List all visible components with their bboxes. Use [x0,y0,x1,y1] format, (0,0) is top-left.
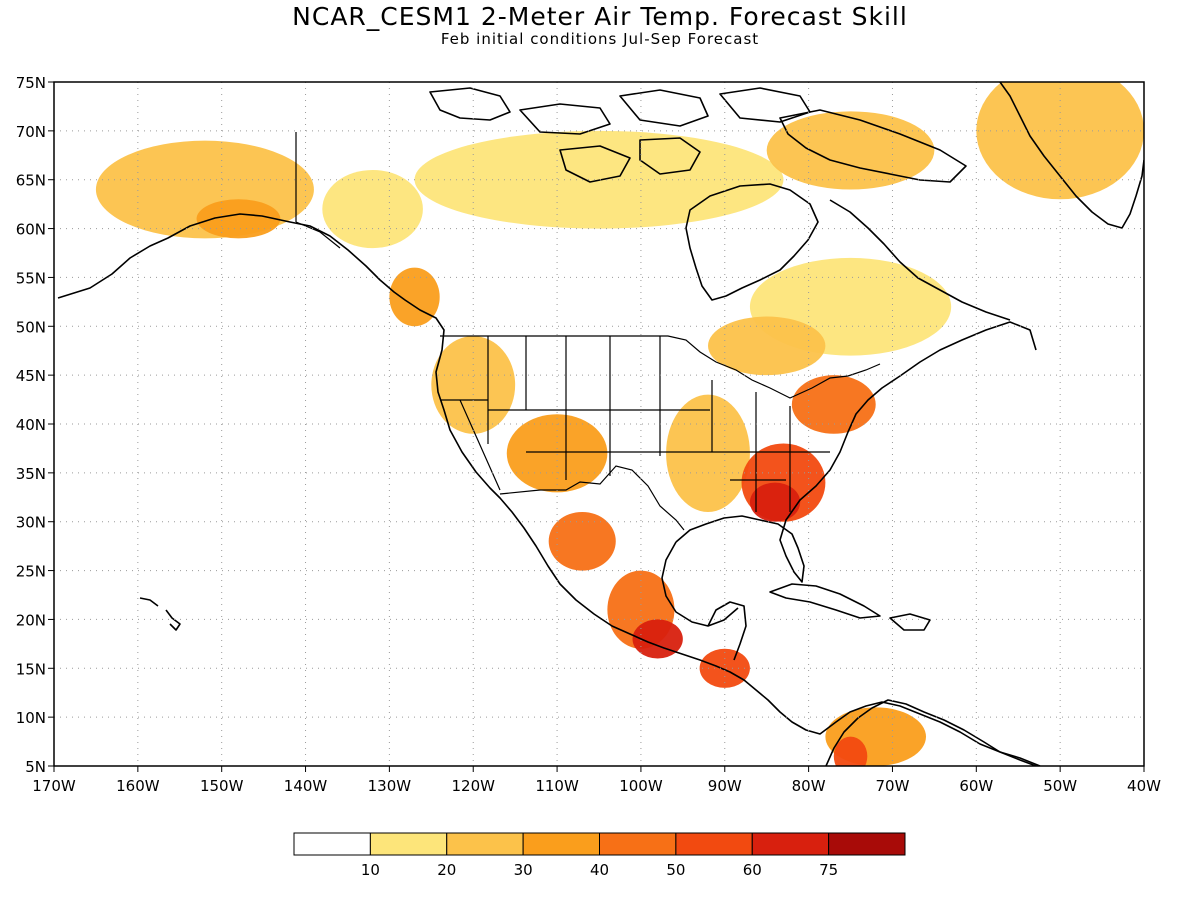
coastline-yucatan [707,601,747,661]
legend-label: 60 [743,861,762,879]
coastline-labrador [829,199,1011,321]
skill-region-yukon [322,169,423,249]
lon-label: 50W [1043,777,1077,795]
lon-label: 60W [959,777,993,795]
lat-lon-grid [54,82,1144,766]
lat-label: 75N [16,74,46,92]
legend-label: 30 [514,861,533,879]
lat-label: 10N [16,709,46,727]
color-legend: 10 20 30 40 50 60 75 [293,832,906,879]
lon-label: 140W [284,777,328,795]
skill-region-bc-coast [389,267,440,327]
lat-label: 20N [16,611,46,629]
border-alaska-canada [295,132,341,249]
lat-label: 50N [16,318,46,336]
legend-swatch [293,832,371,856]
legend-swatch [828,832,906,856]
skill-region-mexico-north [548,511,616,571]
skill-region-us-northeast [791,375,876,434]
border-us-canada [440,335,881,399]
legend-label: 75 [819,861,838,879]
axis-ticks [48,81,1145,772]
map-subtitle: Feb initial conditions Jul-Sep Forecast [440,30,760,48]
lon-label: 160W [116,777,160,795]
skill-region-us-southwest [506,414,608,493]
coastline-baffin [779,109,967,183]
lon-label: 100W [619,777,663,795]
skill-region-central-america [699,648,750,688]
coastline-cuba [769,583,881,619]
skill-region-us-west [431,336,516,434]
legend-label: 40 [590,861,609,879]
lat-label: 55N [16,269,46,287]
legend-label: 10 [361,861,380,879]
coastline-greenland [999,82,1144,229]
lat-label: 15N [16,660,46,678]
skill-region-us-mississippi [666,394,750,512]
skill-shading-layer [95,82,1144,766]
lon-label: 150W [200,777,244,795]
legend-swatch [522,832,600,856]
lat-label: 65N [16,172,46,190]
lon-label: 130W [368,777,412,795]
skill-region-colombia [833,736,868,766]
lon-label: 80W [792,777,826,795]
legend-swatch [599,832,677,856]
lat-label: 5N [25,758,46,776]
skill-region-ontario [708,316,826,376]
lon-label: 120W [451,777,495,795]
latitude-labels: 5N 10N 15N 20N 25N 30N 35N 40N 45N 50N 55N 60N 65N 70… [16,74,46,776]
legend-swatch [369,832,448,856]
lon-label: 170W [32,777,76,795]
skill-region-georgia [749,482,801,522]
coastline-south-america [825,699,1037,766]
lon-label: 110W [535,777,579,795]
coastline-hawaii [139,597,181,631]
lat-label: 35N [16,465,46,483]
skill-region-alaska-south [196,199,281,239]
coastline-hispaniola [889,613,931,631]
lat-label: 30N [16,514,46,532]
lat-label: 25N [16,563,46,581]
lat-label: 40N [16,416,46,434]
legend-swatch [751,832,830,856]
lon-label: 40W [1127,777,1161,795]
longitude-labels: 170W 160W 150W 140W 130W 120W 110W 100W 90W 80W 70… [32,777,1161,795]
coastline-gulf [661,321,1037,627]
legend-swatch [446,832,524,856]
map-title: NCAR_CESM1 2-Meter Air Temp. Forecast Sk… [292,2,908,31]
lat-label: 45N [16,367,46,385]
skill-region-mexico-south [632,619,683,659]
legend-swatch [675,832,753,856]
legend-label: 50 [666,861,685,879]
state-lines [440,336,830,512]
lat-label: 60N [16,221,46,239]
lon-label: 90W [708,777,742,795]
lon-label: 70W [876,777,910,795]
lat-label: 70N [16,123,46,141]
legend-label: 20 [437,861,456,879]
coastline-hudson-bay [685,183,819,301]
